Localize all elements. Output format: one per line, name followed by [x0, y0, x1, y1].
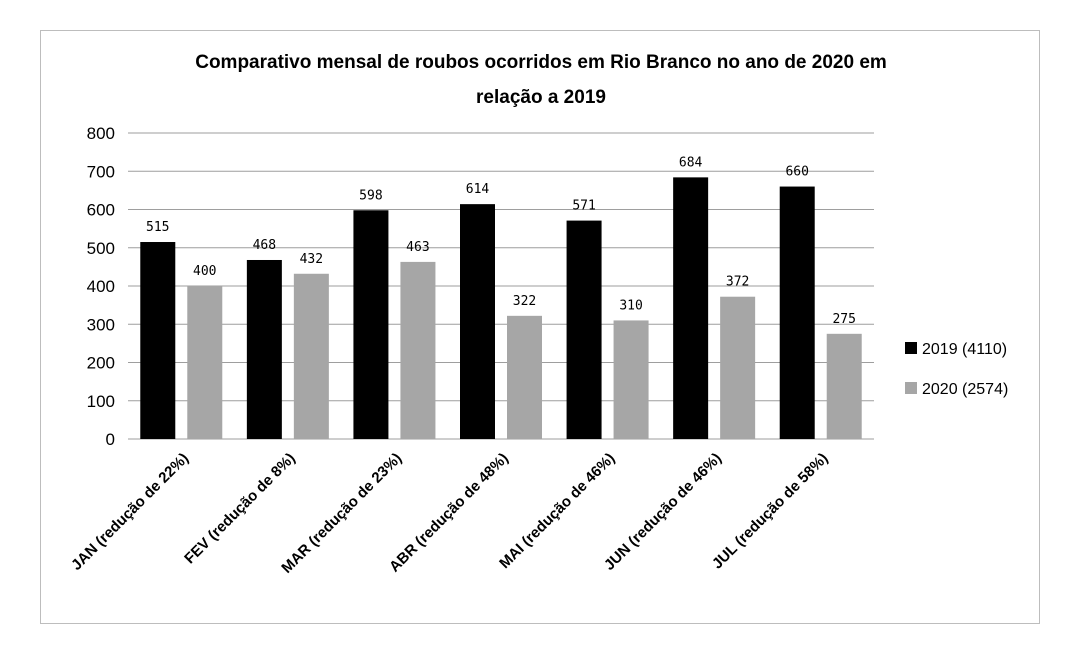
legend: 2019 (4110) 2020 (2574): [905, 341, 1008, 398]
bar-series-1: [140, 242, 176, 439]
bar-series-1: [460, 204, 495, 439]
bar-series-1: [673, 177, 709, 439]
data-label: 310: [619, 298, 642, 313]
y-tick-label: 100: [87, 392, 115, 411]
x-category-label: JAN (redução de 22%): [68, 450, 192, 574]
bar-series-1: [566, 220, 602, 439]
data-label: 571: [572, 199, 595, 214]
bar-series-2: [187, 286, 223, 439]
bar-series-2: [400, 261, 436, 439]
y-axis-tick-labels: 0 100 200 300 400 500 600 700 800: [87, 124, 115, 449]
chart-svg: Comparativo mensal de roubos ocorridos e…: [68, 52, 1008, 577]
x-category-label: FEV (redução de 8%): [181, 450, 299, 568]
bar-series-1: [353, 210, 389, 439]
legend-swatch: [905, 342, 917, 354]
x-category-label: JUL (redução de 58%): [709, 450, 832, 573]
bar-series-1: [779, 186, 815, 439]
legend-swatch: [905, 382, 917, 394]
y-tick-label: 700: [87, 162, 115, 181]
data-label: 468: [253, 238, 276, 253]
data-label: 400: [193, 264, 216, 279]
y-tick-label: 0: [106, 430, 115, 449]
data-label: 515: [146, 220, 169, 235]
y-tick-label: 500: [87, 239, 115, 258]
y-tick-label: 400: [87, 277, 115, 296]
data-labels: 515 400 468 432 598 463 614 322 571 310 684 372 660 2…: [146, 155, 856, 326]
y-tick-label: 200: [87, 354, 115, 373]
bar-series-1: [246, 259, 282, 439]
x-category-label: JUN (redução de 46%): [601, 450, 725, 574]
data-label: 598: [359, 188, 382, 203]
data-label: 322: [513, 294, 536, 309]
data-label: 275: [832, 312, 855, 327]
gridlines: [128, 132, 874, 440]
bar-series-2: [507, 315, 542, 439]
data-label: 432: [300, 252, 323, 267]
data-label: 372: [726, 275, 749, 290]
chart-title-line-2: relação a 2019: [476, 87, 606, 108]
x-axis-category-labels: JAN (redução de 22%)FEV (redução de 8%)M…: [68, 450, 831, 577]
data-label: 614: [466, 182, 490, 197]
bar-series-2: [613, 320, 649, 439]
chart-title-line-1: Comparativo mensal de roubos ocorridos e…: [195, 52, 887, 73]
bar-series-2: [826, 333, 862, 439]
legend-label: 2020 (2574): [922, 381, 1008, 398]
data-label: 684: [679, 155, 703, 170]
data-label: 660: [785, 165, 808, 180]
x-category-label: ABR (redução de 48%): [386, 450, 512, 576]
y-tick-label: 600: [87, 201, 115, 220]
chart-frame: Comparativo mensal de roubos ocorridos e…: [40, 30, 1040, 624]
bar-series-2: [720, 296, 756, 439]
x-category-label: MAI (redução de 46%): [496, 450, 618, 572]
bars: [140, 177, 862, 439]
data-label: 463: [406, 240, 429, 255]
y-tick-label: 300: [87, 315, 115, 334]
bar-series-2: [293, 273, 329, 439]
legend-label: 2019 (4110): [922, 341, 1007, 358]
y-tick-label: 800: [87, 124, 115, 143]
x-category-label: MAR (redução de 23%): [278, 450, 405, 577]
